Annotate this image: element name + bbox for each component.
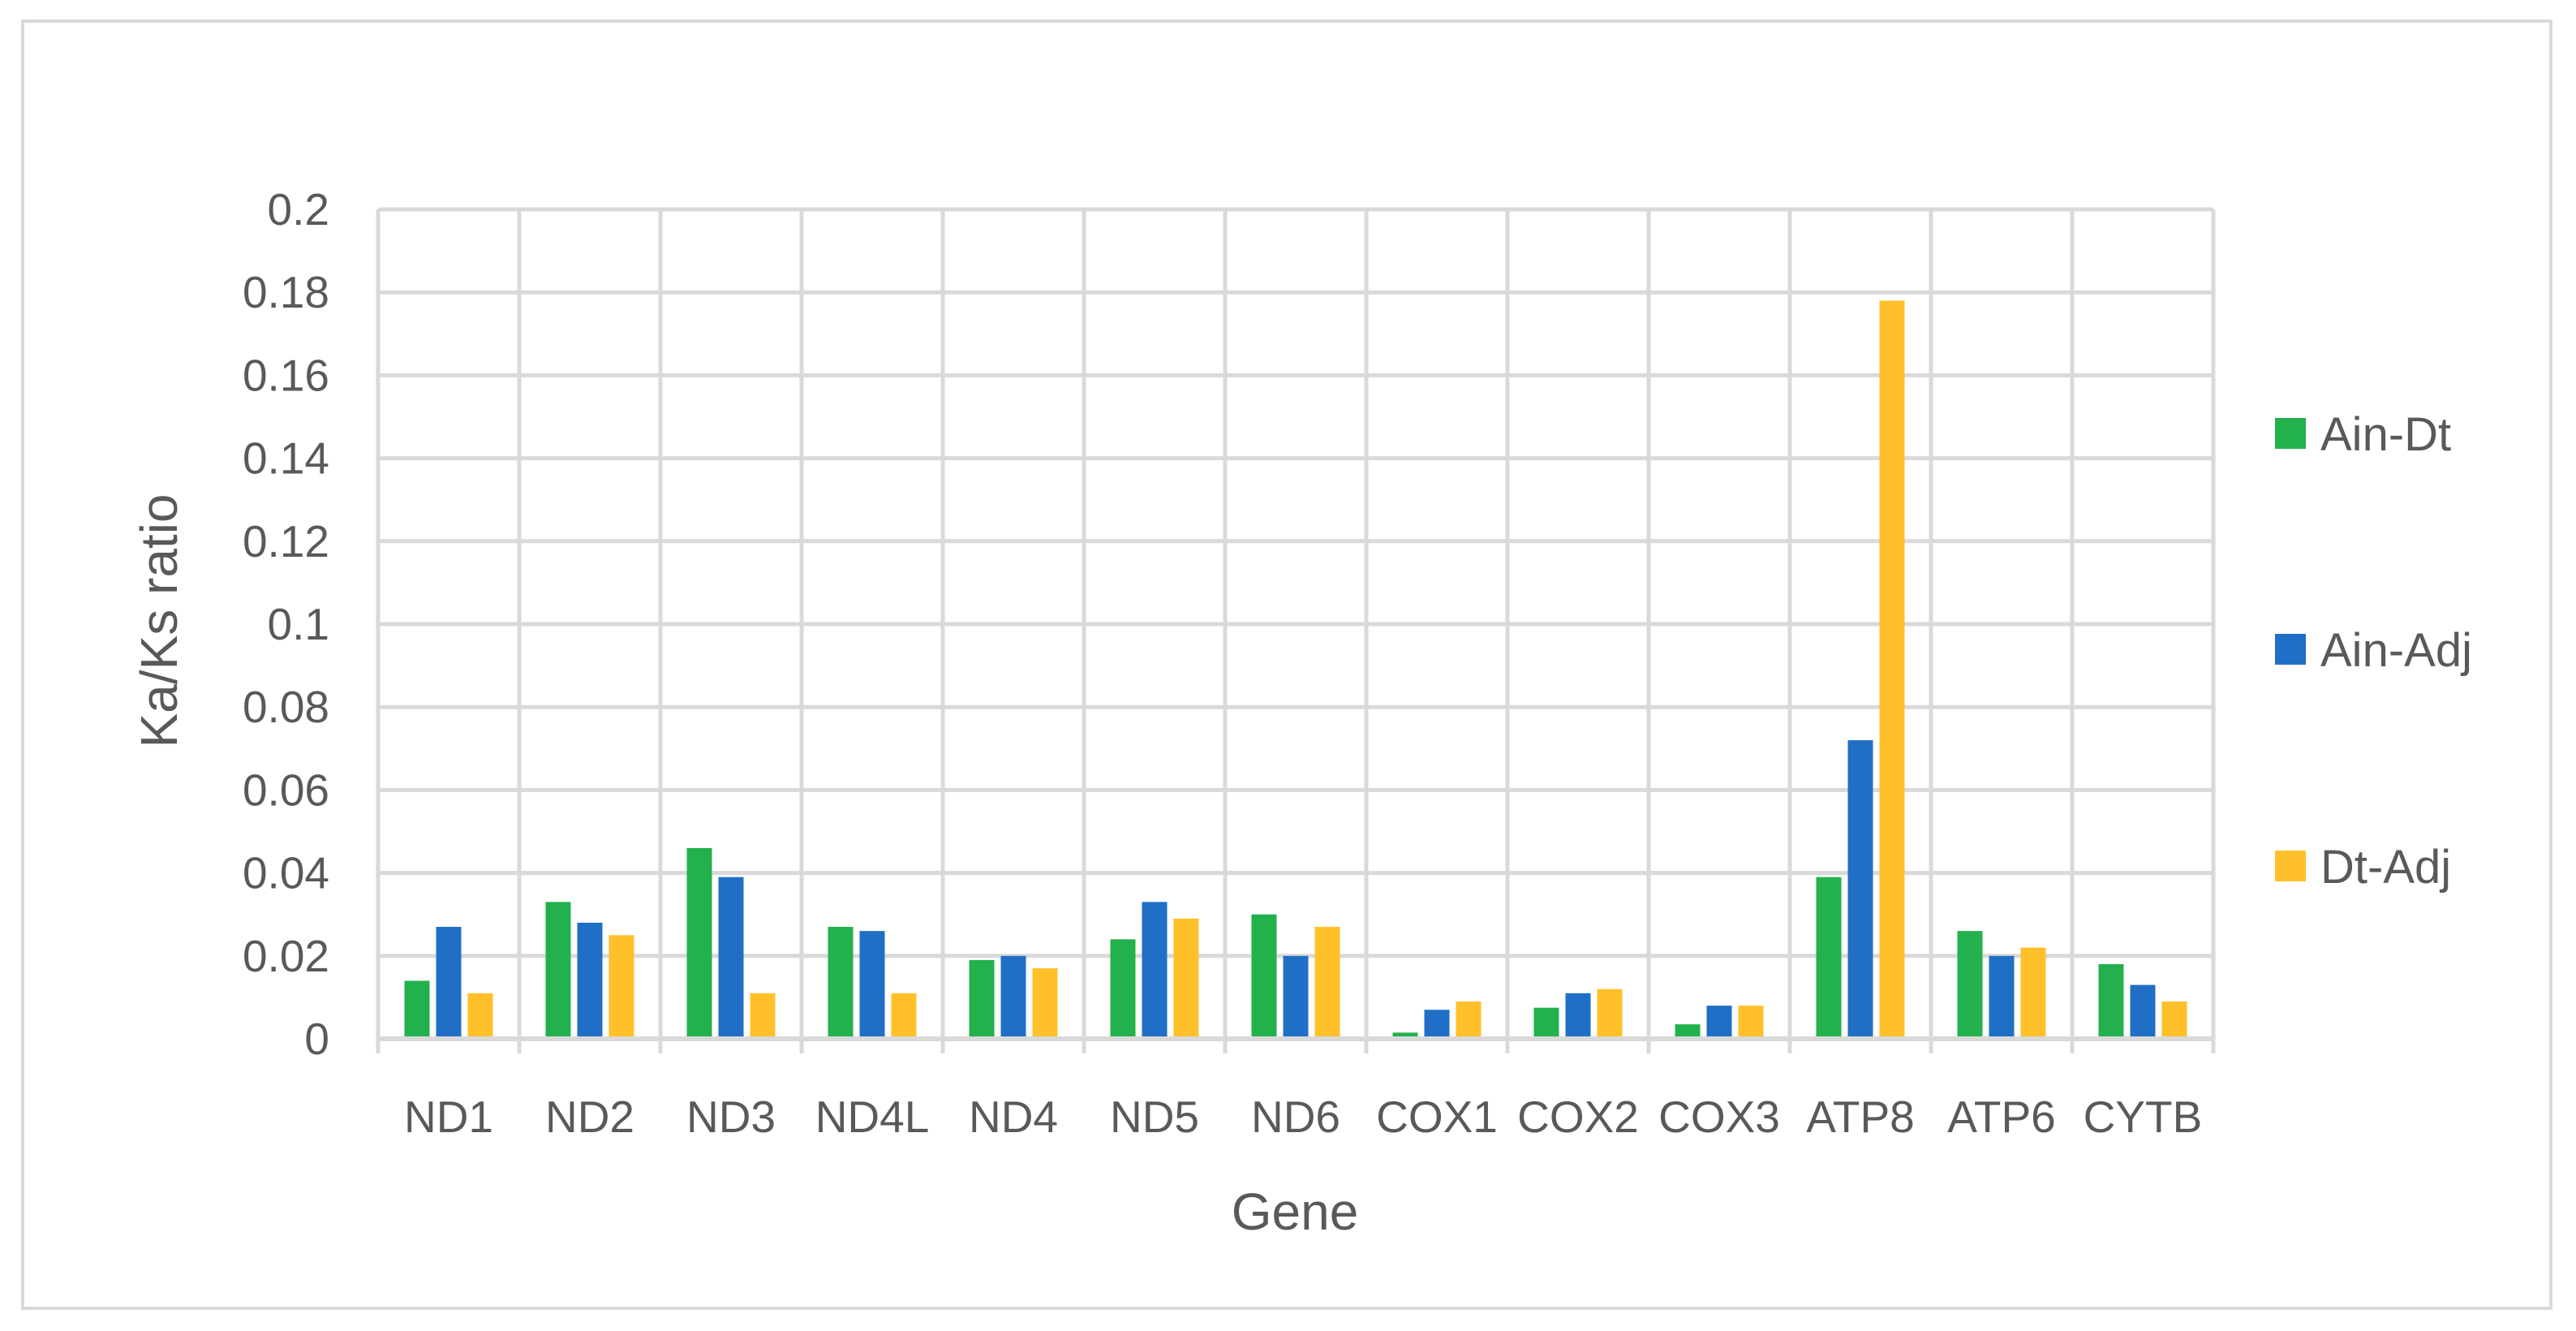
bar-ain-dt-nd1 bbox=[404, 980, 430, 1039]
bar-ain-dt-cox1 bbox=[1392, 1032, 1418, 1039]
x-tick-label: CYTB bbox=[2084, 1092, 2203, 1142]
y-tick-label: 0.14 bbox=[243, 433, 329, 484]
y-tick-label: 0.2 bbox=[268, 184, 329, 235]
chart-frame bbox=[21, 19, 2552, 1310]
bar-dt-adj-nd4 bbox=[1032, 968, 1058, 1039]
bar-dt-adj-cytb bbox=[2161, 1001, 2187, 1039]
bar-ain-adj-nd6 bbox=[1283, 955, 1309, 1039]
x-tick-label: ND3 bbox=[686, 1092, 776, 1142]
y-tick-label: 0.12 bbox=[243, 516, 329, 566]
legend: Ain-Dt Ain-Adj Dt-Adj bbox=[2275, 408, 2472, 894]
bar-dt-adj-cox3 bbox=[1738, 1006, 1764, 1039]
axes bbox=[376, 1036, 2216, 1053]
bar-ain-dt-cox2 bbox=[1533, 1007, 1559, 1039]
bar-dt-adj-nd4l bbox=[891, 993, 917, 1039]
y-axis-title: Ka/Ks ratio bbox=[130, 493, 188, 747]
legend-label: Ain-Dt bbox=[2320, 408, 2451, 461]
y-tick-label: 0.06 bbox=[243, 765, 329, 815]
bar-ain-dt-cox3 bbox=[1675, 1024, 1701, 1039]
bar-ain-dt-nd4 bbox=[969, 959, 995, 1039]
y-tick-label: 0.02 bbox=[243, 931, 329, 981]
x-tick-label: ND6 bbox=[1251, 1092, 1340, 1142]
bar-ain-adj-cox2 bbox=[1565, 993, 1591, 1039]
bar-ain-adj-atp8 bbox=[1847, 740, 1873, 1039]
y-tick-label: 0.1 bbox=[268, 599, 329, 649]
bars bbox=[404, 300, 2187, 1039]
bar-ain-dt-atp8 bbox=[1816, 877, 1842, 1039]
bar-ain-dt-nd3 bbox=[686, 847, 712, 1039]
y-tick-label: 0.16 bbox=[243, 350, 329, 400]
bar-ain-dt-nd4l bbox=[828, 927, 854, 1039]
x-axis-title: Gene bbox=[1232, 1182, 1359, 1241]
bar-ain-adj-cytb bbox=[2130, 984, 2156, 1039]
bar-ain-adj-atp6 bbox=[1989, 955, 2015, 1039]
x-tick-label: COX2 bbox=[1517, 1092, 1639, 1142]
x-tick-label: ND4 bbox=[969, 1092, 1058, 1142]
y-tick-label: 0.04 bbox=[243, 848, 329, 898]
x-tick-label: ATP8 bbox=[1806, 1092, 1914, 1142]
bar-ain-dt-nd2 bbox=[545, 902, 571, 1039]
bar-ain-dt-atp6 bbox=[1957, 931, 1983, 1039]
bar-dt-adj-cox1 bbox=[1456, 1001, 1482, 1039]
gridlines bbox=[376, 207, 2216, 1041]
x-tick-label: COX1 bbox=[1376, 1092, 1498, 1142]
legend-label: Dt-Adj bbox=[2320, 841, 2451, 894]
x-tick-label: ND5 bbox=[1110, 1092, 1199, 1142]
x-tick-label: ND2 bbox=[545, 1092, 634, 1142]
bar-ain-adj-nd1 bbox=[436, 927, 462, 1039]
bar-ain-adj-cox3 bbox=[1706, 1006, 1732, 1039]
bar-ain-adj-nd5 bbox=[1142, 902, 1168, 1039]
bar-dt-adj-nd1 bbox=[467, 993, 493, 1039]
bar-ain-adj-nd3 bbox=[718, 877, 744, 1039]
bar-ain-dt-nd6 bbox=[1251, 914, 1277, 1039]
bar-ain-adj-nd4l bbox=[859, 931, 885, 1039]
bar-dt-adj-atp8 bbox=[1879, 300, 1905, 1039]
y-tick-label: 0.18 bbox=[243, 267, 329, 317]
legend-swatch-dt-adj bbox=[2275, 851, 2306, 881]
bar-ain-adj-nd2 bbox=[577, 922, 603, 1039]
y-tick-label: 0.08 bbox=[243, 682, 329, 732]
x-tick-label: COX3 bbox=[1658, 1092, 1780, 1142]
y-tick-labels: 0 0.02 0.04 0.06 0.08 0.1 0.12 0.14 0.16 0.18 0.2 bbox=[243, 184, 329, 1064]
x-tick-label: ATP6 bbox=[1947, 1092, 2055, 1142]
bar-ain-adj-nd4 bbox=[1000, 955, 1026, 1039]
bar-dt-adj-nd3 bbox=[750, 993, 776, 1039]
legend-label: Ain-Adj bbox=[2320, 624, 2472, 677]
legend-swatch-ain-dt bbox=[2275, 418, 2306, 449]
bar-dt-adj-cox2 bbox=[1597, 989, 1623, 1039]
y-tick-label: 0 bbox=[304, 1014, 329, 1064]
x-tick-label: ND4L bbox=[815, 1092, 930, 1142]
bar-dt-adj-nd5 bbox=[1173, 918, 1199, 1039]
bar-ain-dt-nd5 bbox=[1110, 939, 1136, 1039]
bar-ain-dt-cytb bbox=[2098, 964, 2124, 1039]
bar-dt-adj-nd6 bbox=[1314, 927, 1340, 1039]
bar-ain-adj-cox1 bbox=[1424, 1010, 1450, 1039]
bar-dt-adj-nd2 bbox=[609, 935, 634, 1039]
x-tick-label: ND1 bbox=[404, 1092, 493, 1142]
bar-dt-adj-atp6 bbox=[2020, 947, 2046, 1039]
legend-swatch-ain-adj bbox=[2275, 634, 2306, 665]
x-tick-labels: ND1 ND2 ND3 ND4L ND4 ND5 ND6 COX1 COX2 COX3 ATP8 AT… bbox=[404, 1092, 2202, 1142]
